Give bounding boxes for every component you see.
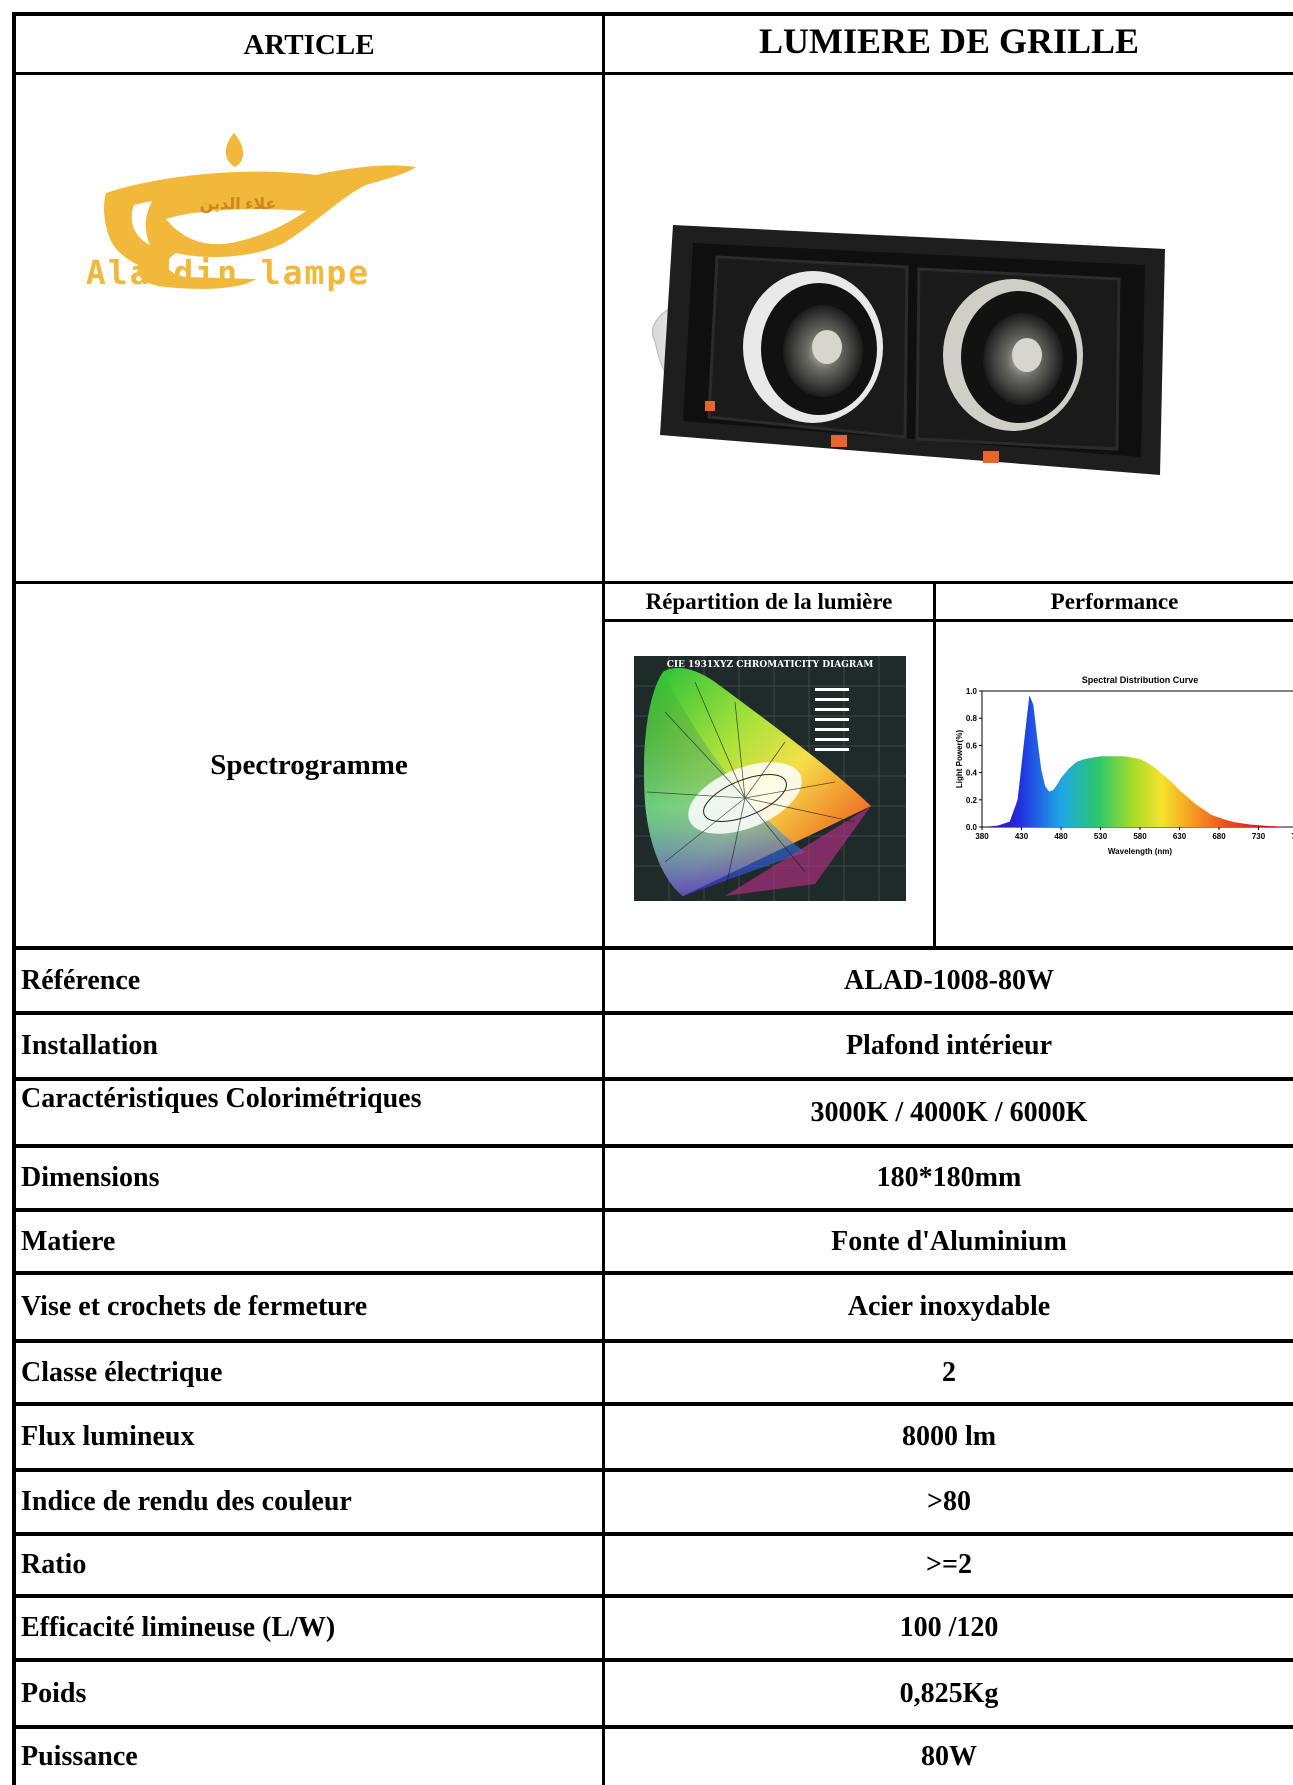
spec-value: 180*180mm <box>876 1162 1022 1193</box>
logo-arabic-text: علاء الدين <box>200 196 277 213</box>
spec-value: 8000 lm <box>901 1421 997 1452</box>
rule <box>12 72 1293 75</box>
spec-value: 3000K / 4000K / 6000K <box>810 1096 1088 1128</box>
spec-label: Matiere <box>21 1225 116 1257</box>
rule <box>12 1532 1293 1536</box>
spec-label: Référence <box>21 964 141 996</box>
rule <box>12 1468 1293 1472</box>
product-title: LUMIERE DE GRILLE <box>758 21 1140 61</box>
rule <box>12 946 1293 950</box>
spec-value: Acier inoxydable <box>847 1291 1051 1322</box>
spec-label: Dimensions <box>21 1162 160 1193</box>
y-tick-label: 1.0 <box>966 687 978 696</box>
x-tick-label: 630 <box>1173 832 1187 841</box>
column-divider <box>602 12 605 1785</box>
rule <box>12 1402 1293 1406</box>
rule <box>12 1271 1293 1275</box>
rule <box>603 619 1293 622</box>
rule <box>12 1725 1293 1729</box>
spec-label: Vise et crochets de fermeture <box>21 1291 368 1322</box>
x-tick-label: 430 <box>1015 832 1029 841</box>
spec-value: 0,825Kg <box>899 1677 999 1709</box>
x-tick-label: 780 <box>1291 832 1293 841</box>
column-divider <box>933 583 936 948</box>
y-tick-label: 0.8 <box>966 714 978 723</box>
rule <box>12 581 1293 584</box>
rule <box>12 1208 1293 1212</box>
spec-value: >=2 <box>926 1549 972 1580</box>
rule <box>12 1594 1293 1598</box>
logo-brand-text: Aladdin lampe <box>86 253 370 292</box>
double-grille-downlight-icon <box>652 225 1165 475</box>
spec-label: Efficacité limineuse (L/W) <box>21 1612 336 1643</box>
performance-header: Performance <box>1050 588 1179 614</box>
spec-label: Caractéristiques Colorimétriques <box>21 1082 422 1114</box>
spec-sheet <box>12 12 1293 1785</box>
y-axis-label: Light Power(%) <box>955 730 964 789</box>
x-tick-label: 480 <box>1054 832 1068 841</box>
spec-label: Classe électrique <box>21 1356 223 1388</box>
spec-value: >80 <box>927 1486 971 1517</box>
light-distribution-header: Répartition de la lumière <box>645 588 893 614</box>
spec-value: 80W <box>921 1741 977 1772</box>
rule <box>12 1077 1293 1081</box>
y-tick-label: 0.0 <box>966 823 978 832</box>
article-header: ARTICLE <box>243 28 375 61</box>
rule <box>12 1339 1293 1343</box>
y-tick-label: 0.4 <box>966 769 978 778</box>
spec-label: Ratio <box>21 1549 87 1580</box>
spec-label: Installation <box>21 1030 158 1061</box>
logo-cell: علاء الدين Aladdin lampe <box>16 75 602 581</box>
spec-value: Fonte d'Aluminium <box>831 1225 1067 1257</box>
spec-label: Puissance <box>21 1741 138 1772</box>
rule <box>12 1658 1293 1662</box>
spec-label: Poids <box>21 1677 87 1709</box>
cie-chromaticity-diagram: CIE 1931XYZ CHROMATICITY DIAGRAM <box>634 656 906 901</box>
rule <box>12 1144 1293 1148</box>
cie-diagram-title: CIE 1931XYZ CHROMATICITY DIAGRAM <box>667 660 874 670</box>
performance-chart-cell: Spectral Distribution Curve 380 430 480 530… <box>936 622 1293 946</box>
x-tick-label: 680 <box>1212 832 1226 841</box>
aladdin-lamp-logo: علاء الدين Aladdin lampe <box>86 133 416 292</box>
spectrogram-label: Spectrogramme <box>210 748 408 781</box>
spectral-distribution-chart: Spectral Distribution Curve 380 430 480 530… <box>955 675 1293 856</box>
spec-value: 100 /120 <box>899 1612 999 1643</box>
y-tick-label: 0.6 <box>966 741 978 750</box>
rule <box>12 1011 1293 1015</box>
x-tick-label: 530 <box>1094 832 1108 841</box>
x-tick-label: 380 <box>975 832 989 841</box>
chart-title: Spectral Distribution Curve <box>1082 675 1199 685</box>
product-photo-cell <box>605 75 1293 581</box>
x-axis-label: Wavelength (nm) <box>1108 847 1172 856</box>
spec-value: Plafond intérieur <box>845 1030 1053 1061</box>
spec-label: Flux lumineux <box>21 1421 195 1452</box>
spectrum-area <box>982 695 1293 827</box>
cie-diagram-cell: CIE 1931XYZ CHROMATICITY DIAGRAM <box>605 622 933 946</box>
spec-label: Indice de rendu des couleur <box>21 1486 352 1517</box>
y-tick-label: 0.2 <box>966 796 978 805</box>
spec-value: 2 <box>942 1356 956 1388</box>
x-tick-label: 730 <box>1252 832 1266 841</box>
spec-value: ALAD-1008-80W <box>844 964 1054 996</box>
x-tick-label: 580 <box>1133 832 1147 841</box>
